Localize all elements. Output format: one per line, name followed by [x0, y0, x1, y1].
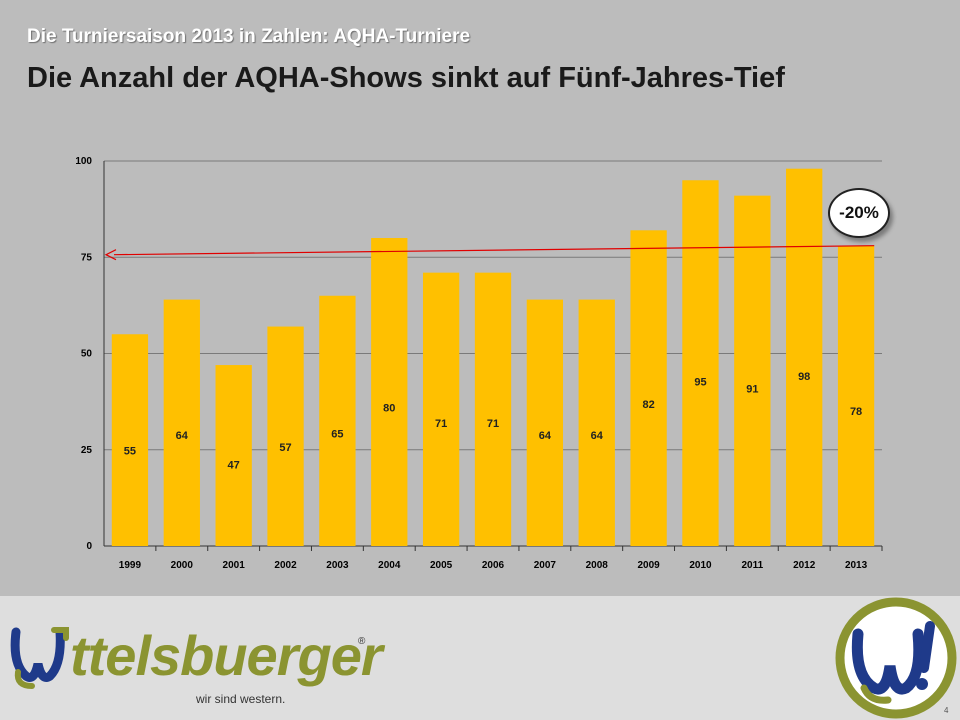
bar	[422, 272, 460, 546]
registered-mark: ®	[358, 636, 366, 647]
brand-wordmark: ttelsbuerger	[70, 624, 383, 687]
data-label: 71	[435, 418, 447, 430]
bar	[163, 299, 200, 546]
bar	[319, 295, 356, 546]
y-tick-label: 0	[86, 541, 92, 552]
bar-chart: 0 25 50 75 100 1999 55 2000 64 2001 47 2002 57 2003 65…	[75, 156, 883, 571]
y-tick-label: 100	[75, 156, 92, 167]
x-tick-label: 2013	[845, 560, 868, 571]
data-label: 47	[228, 460, 240, 472]
x-tick-label: 2002	[274, 560, 297, 571]
x-tick-label: 2005	[430, 560, 453, 571]
brand-logo-icon	[10, 627, 69, 689]
bar	[837, 245, 875, 546]
bar	[111, 334, 149, 546]
data-label: 57	[279, 442, 291, 454]
x-tick-label: 2003	[326, 560, 349, 571]
data-label: 82	[642, 399, 654, 411]
x-tick-label: 2001	[223, 560, 246, 571]
data-label: 78	[850, 406, 862, 418]
bar	[474, 272, 512, 546]
bar	[578, 299, 615, 546]
data-label: 64	[591, 430, 604, 442]
bar	[526, 299, 564, 546]
bar	[682, 180, 719, 546]
trend-arrow-head	[104, 249, 117, 261]
y-tick-label: 25	[81, 445, 93, 456]
bar	[630, 230, 667, 547]
data-label: 98	[798, 371, 810, 383]
x-tick-label: 2004	[378, 560, 401, 571]
data-label: 80	[383, 402, 395, 414]
bar	[371, 238, 408, 546]
page-number: 4	[944, 706, 949, 715]
trend-arrow-line	[113, 245, 875, 256]
data-label: 64	[176, 430, 189, 442]
brand-tagline: wir sind western.	[196, 692, 286, 706]
x-tick-label: 2000	[171, 560, 194, 571]
brand-emblem-icon	[835, 597, 957, 719]
slide-subtitle: Die Turniersaison 2013 in Zahlen: AQHA-T…	[27, 26, 471, 47]
data-label: 55	[124, 446, 136, 458]
bar	[215, 365, 252, 546]
y-tick-label: 75	[81, 252, 93, 263]
x-tick-label: 2008	[586, 560, 609, 571]
footer-band	[0, 596, 960, 720]
percent-change-badge: -20%	[828, 188, 890, 238]
data-label: 71	[487, 418, 499, 430]
x-tick-label: 2010	[689, 560, 712, 571]
y-tick-label: 50	[81, 349, 93, 360]
x-tick-label: 2006	[482, 560, 505, 571]
data-label: 65	[331, 428, 343, 440]
bar	[267, 326, 304, 546]
bar	[786, 168, 823, 546]
data-label: 95	[694, 376, 706, 388]
bar	[734, 195, 771, 546]
x-tick-label: 2011	[741, 560, 763, 571]
slide-headline: Die Anzahl der AQHA-Shows sinkt auf Fünf…	[27, 62, 785, 94]
x-tick-label: 2009	[637, 560, 660, 571]
data-label: 91	[746, 383, 758, 395]
x-tick-label: 2012	[793, 560, 816, 571]
x-tick-label: 2007	[534, 560, 557, 571]
x-tick-label: 1999	[119, 560, 142, 571]
data-label: 64	[539, 430, 552, 442]
